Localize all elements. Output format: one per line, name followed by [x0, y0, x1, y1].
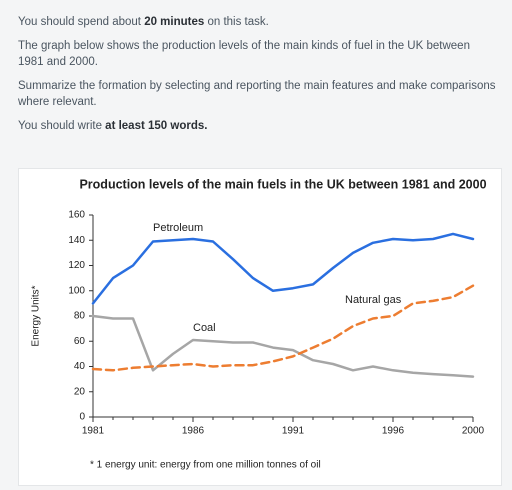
text-run: on this task.	[204, 16, 269, 28]
paragraph: You should spend about 20 minutes on thi…	[18, 14, 498, 30]
text-run: Summarize the formation by selecting and…	[18, 80, 496, 108]
series-label: Petroleum	[153, 222, 203, 234]
series-label: Natural gas	[345, 294, 402, 306]
chart-title: Production levels of the main fuels in t…	[79, 177, 486, 191]
paragraph: You should write at least 150 words.	[18, 118, 498, 134]
y-tick-label: 80	[74, 311, 86, 322]
y-tick-label: 120	[68, 260, 85, 271]
series-line	[91, 232, 475, 305]
series-label: Coal	[193, 322, 216, 334]
text-run: You should write	[18, 120, 106, 132]
footnote: * 1 energy unit: energy from one million…	[90, 460, 321, 471]
x-tick-label: 2000	[462, 426, 485, 437]
instructions: You should spend about 20 minutes on thi…	[18, 14, 498, 142]
y-tick-label: 0	[79, 412, 85, 423]
paragraph: Summarize the formation by selecting and…	[18, 78, 498, 110]
x-tick-label: 1986	[182, 426, 205, 437]
y-tick-label: 20	[74, 386, 86, 397]
series-line	[91, 284, 475, 372]
paragraph: The graph below shows the production lev…	[18, 38, 498, 70]
text-run: The graph below shows the production lev…	[18, 40, 470, 68]
y-tick-label: 60	[74, 336, 86, 347]
y-axis-label: Energy Units*	[31, 285, 42, 346]
text-run: at least 150 words.	[105, 120, 208, 132]
text-run: You should spend about	[18, 16, 145, 28]
text-run: 20 minutes	[144, 16, 205, 28]
y-tick-label: 40	[74, 361, 86, 372]
y-tick-label: 160	[68, 210, 85, 221]
y-tick-label: 100	[68, 285, 85, 296]
y-tick-label: 140	[68, 235, 85, 246]
chart-panel	[18, 168, 502, 486]
x-tick-label: 1996	[382, 426, 405, 437]
series-line	[91, 314, 475, 378]
x-tick-label: 1991	[282, 426, 305, 437]
x-tick-label: 1981	[82, 426, 105, 437]
